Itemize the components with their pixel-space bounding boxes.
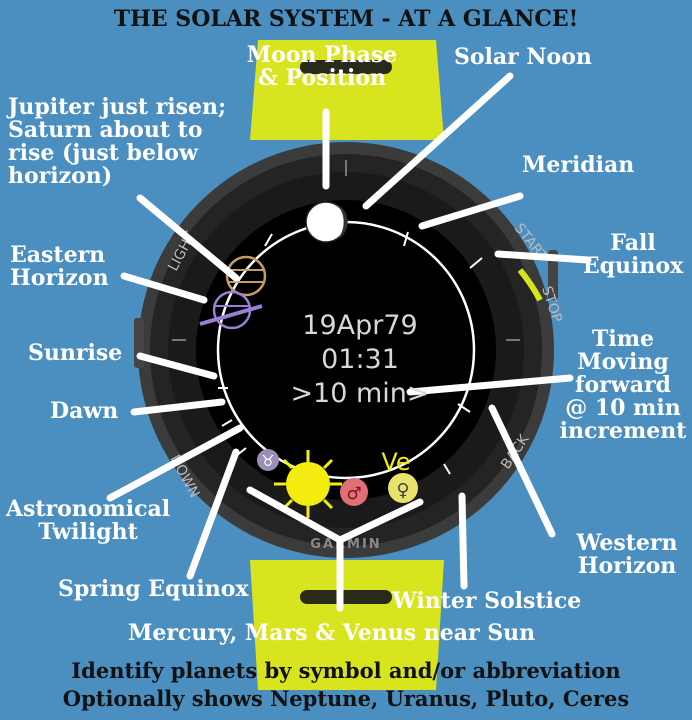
label-eastern-horizon-line1: Eastern <box>10 242 106 268</box>
label-astro-twilight-line1: Astronomical <box>5 496 171 522</box>
label-jupiter: Jupiter just risen; Saturn about to rise… <box>8 96 226 188</box>
svg-text:♀: ♀ <box>396 480 409 501</box>
label-time-moving-line4: @ 10 min <box>565 395 681 421</box>
side-button-right <box>548 250 558 300</box>
footer-line-1: Identify planets by symbol and/or abbrev… <box>71 658 621 683</box>
strap-slot-bottom <box>300 590 392 604</box>
brand-logo: GARMIN <box>310 537 381 552</box>
sun-disc <box>286 462 330 506</box>
label-fall-equinox-line1: Fall <box>610 230 656 256</box>
watch-date: 19Apr79 <box>302 310 418 341</box>
watch-strap-top <box>250 40 444 140</box>
label-western-horizon: Western Horizon <box>566 532 688 578</box>
label-fall-equinox: Fall Equinox <box>578 232 688 278</box>
label-jupiter-line3: rise (just below <box>8 140 198 166</box>
label-astro-twilight: Astronomical Twilight <box>0 498 176 544</box>
watch-step: >10 min> <box>290 378 430 409</box>
label-jupiter-line1: Jupiter just risen; <box>8 94 227 120</box>
watch-dial <box>196 200 496 500</box>
label-western-horizon-line2: Horizon <box>577 553 677 579</box>
jupiter-symbol <box>225 255 267 297</box>
moon-shadow <box>334 203 348 241</box>
horizon-line <box>199 304 263 326</box>
label-time-moving-line3: forward <box>575 372 671 398</box>
page-title: THE SOLAR SYSTEM - AT A GLANCE! <box>113 6 579 32</box>
label-moon-line2: & Position <box>257 65 387 91</box>
label-moon: Moon Phase & Position <box>232 44 412 90</box>
label-dawn: Dawn <box>50 398 119 424</box>
label-sunrise: Sunrise <box>28 340 123 366</box>
svg-text:♉: ♉ <box>261 452 274 470</box>
side-button-left <box>134 318 144 368</box>
label-time-moving-line5: increment <box>559 418 687 444</box>
watch-time: 01:31 <box>321 344 399 375</box>
label-time-moving: Time Moving forward @ 10 min increment <box>556 328 690 443</box>
venus-abbrev: Ve <box>381 448 410 476</box>
label-time-moving-line2: Moving <box>577 349 669 375</box>
mars-symbol: ♂ <box>340 478 368 506</box>
pointer-lines <box>106 72 592 612</box>
label-jupiter-line4: horizon) <box>8 163 113 189</box>
venus-symbol: ♀ <box>388 473 418 503</box>
label-time-moving-line1: Time <box>591 326 654 352</box>
label-winter-solstice: Winter Solstice <box>392 588 582 614</box>
label-eastern-horizon-line2: Horizon <box>10 265 109 291</box>
watch-strap-bottom <box>250 560 444 690</box>
label-astro-twilight-line2: Twilight <box>38 519 138 545</box>
label-western-horizon-line1: Western <box>576 530 678 556</box>
bezel-accent <box>517 268 543 302</box>
mercury-symbol: ♉ <box>257 449 279 471</box>
label-eastern-horizon: Eastern Horizon <box>10 244 109 290</box>
strap-slot-top <box>300 60 392 74</box>
label-solar-noon: Solar Noon <box>454 44 592 70</box>
saturn-symbol <box>212 290 252 330</box>
label-meridian: Meridian <box>522 152 635 178</box>
bezel-ticks <box>172 160 520 341</box>
label-mercury-mars-venus: Mercury, Mars & Venus near Sun <box>128 620 536 646</box>
svg-text:♂: ♂ <box>346 484 361 504</box>
footer-line-2: Optionally shows Neptune, Uranus, Pluto,… <box>62 686 630 711</box>
label-jupiter-line2: Saturn about to <box>8 117 203 143</box>
label-moon-line1: Moon Phase <box>246 42 398 68</box>
label-fall-equinox-line2: Equinox <box>582 253 684 279</box>
label-spring-equinox: Spring Equinox <box>58 576 249 602</box>
